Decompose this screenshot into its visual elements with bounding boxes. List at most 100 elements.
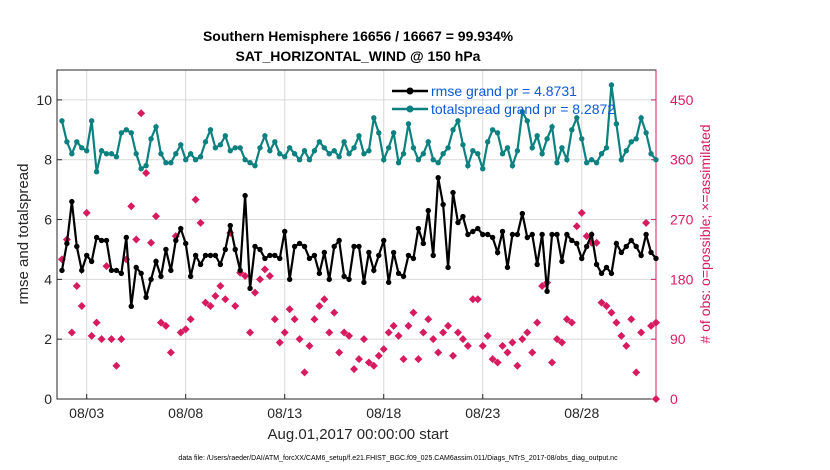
y-tick-label: 2 (44, 331, 52, 347)
assimilated-obs-marker (216, 282, 225, 291)
series-point-1 (405, 121, 412, 127)
assimilated-obs-marker (127, 202, 136, 211)
series-point-0 (138, 270, 144, 277)
series-point-0 (524, 234, 530, 241)
assimilated-obs-marker (523, 328, 532, 337)
assimilated-obs-marker (582, 232, 591, 241)
series-point-1 (549, 124, 555, 130)
series-point-0 (504, 264, 511, 271)
assimilated-obs-marker (260, 265, 269, 274)
assimilated-obs-marker (350, 365, 359, 374)
data-file-footnote: data file: /Users/raeder/DAI/ATM_forcXX/… (178, 455, 618, 462)
series-point-0 (74, 243, 80, 250)
series-point-0 (539, 231, 545, 238)
assimilated-obs-marker (290, 315, 299, 324)
series-point-0 (489, 234, 496, 241)
x-axis: 08/03 08/08 08/13 08/18 08/23 08/28 (69, 394, 599, 421)
series-point-1 (628, 139, 634, 145)
x-tick-label: 08/18 (366, 405, 401, 421)
series-point-0 (262, 255, 268, 262)
assimilated-obs-marker (394, 331, 403, 340)
series-point-0 (405, 252, 412, 259)
assimilated-obs-marker (325, 328, 334, 337)
series-point-1 (475, 151, 481, 157)
series-point-0 (346, 276, 352, 283)
series-point-0 (351, 243, 357, 250)
series-point-1 (554, 160, 560, 166)
series-point-0 (93, 234, 100, 241)
series-point-0 (588, 231, 595, 238)
assimilated-obs-marker (627, 315, 636, 324)
series-point-1 (247, 160, 253, 166)
assimilated-obs-marker (196, 218, 205, 227)
series-point-0 (192, 252, 199, 259)
series-point-0 (143, 294, 149, 301)
assimilated-obs-marker (453, 328, 462, 337)
y-tick-label: 0 (44, 391, 52, 407)
series-point-0 (400, 273, 407, 280)
series-point-0 (306, 255, 313, 262)
series-point-1 (381, 157, 387, 163)
series-point-1 (118, 130, 125, 136)
series-point-1 (544, 136, 550, 142)
assimilated-obs-marker (369, 361, 378, 370)
legend: rmse grand pr = 4.8731 totalspread grand… (392, 83, 615, 117)
series-point-0 (301, 243, 308, 250)
series-point-1 (470, 148, 476, 154)
series-point-0 (207, 252, 214, 259)
series-point-1 (113, 154, 120, 160)
grid (57, 70, 656, 400)
assimilated-obs-marker (577, 208, 586, 217)
series-point-0 (316, 270, 323, 277)
series-point-1 (59, 118, 65, 124)
series-point-1 (272, 139, 278, 145)
series-point-0 (103, 237, 110, 244)
series-point-0 (514, 231, 521, 238)
assimilated-obs-marker (181, 325, 190, 334)
y-tick-label: 6 (44, 212, 52, 228)
series-point-0 (385, 279, 392, 286)
assimilated-obs-marker (488, 355, 497, 364)
series-point-1 (202, 139, 209, 145)
series-point-1 (613, 121, 620, 127)
series-point-0 (296, 240, 303, 247)
series-point-0 (88, 258, 95, 265)
series-point-0 (583, 243, 590, 250)
assimilated-obs-marker (458, 335, 467, 344)
legend-marker-rmse (406, 87, 414, 95)
series-point-0 (603, 264, 610, 271)
series-point-1 (316, 139, 323, 145)
assimilated-obs-marker (384, 328, 393, 337)
assimilated-obs-marker (444, 321, 453, 330)
x-tick-label: 08/03 (69, 405, 104, 421)
assimilated-obs-marker (87, 331, 96, 340)
series-point-1 (489, 127, 496, 133)
assimilated-obs-marker (607, 308, 616, 317)
series-point-1 (148, 136, 154, 142)
series-point-1 (519, 109, 526, 115)
assimilated-obs-marker (186, 315, 195, 324)
assimilated-obs-marker (652, 395, 660, 403)
y-tick-label: 8 (44, 152, 52, 168)
series-point-1 (598, 151, 605, 157)
assimilated-obs-marker (82, 208, 91, 217)
series-point-1 (415, 157, 422, 163)
series-point-1 (108, 151, 115, 157)
assimilated-obs-marker (77, 301, 86, 310)
assimilated-obs-marker (359, 335, 368, 344)
series-point-0 (282, 228, 288, 235)
assimilated-obs-marker (176, 328, 185, 337)
series-point-1 (480, 166, 486, 172)
series-point-0 (336, 237, 342, 244)
series-point-0 (509, 231, 516, 238)
assimilated-obs-marker (552, 335, 561, 344)
series-point-0 (113, 267, 120, 274)
series-point-1 (227, 148, 233, 154)
assimilated-obs-marker (528, 348, 537, 357)
assimilated-obs-marker (503, 348, 512, 357)
assimilated-obs-marker (419, 328, 428, 337)
series-lines (59, 82, 659, 309)
series-point-0 (425, 207, 431, 214)
assimilated-obs-marker (533, 318, 542, 327)
